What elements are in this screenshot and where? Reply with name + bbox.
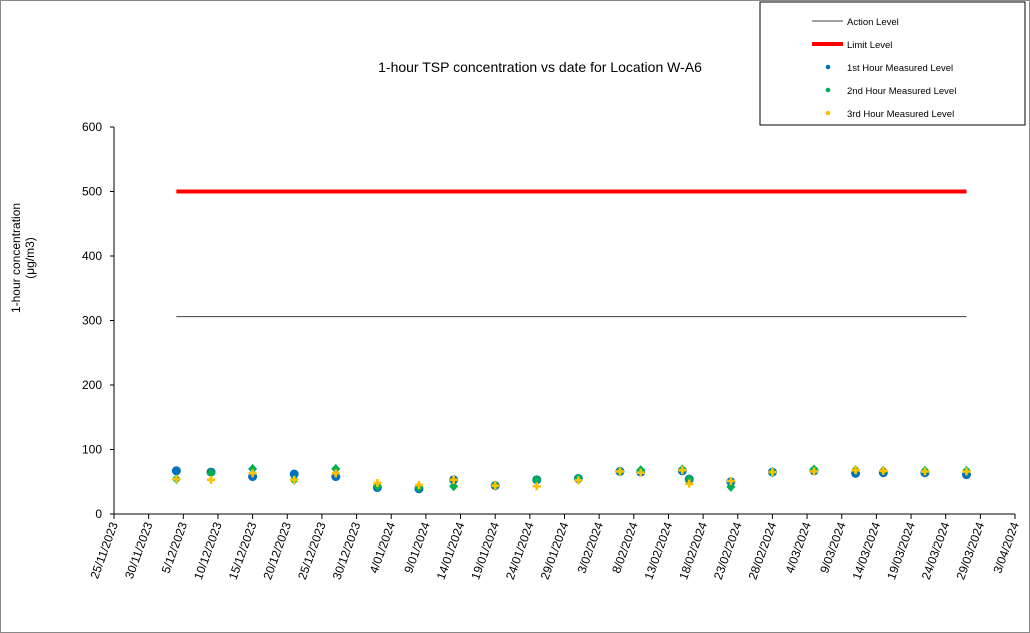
legend-label-0: Action Level [847, 17, 899, 28]
third-hour-point [920, 467, 929, 476]
third-hour-point [207, 475, 216, 484]
third-hour-point [879, 466, 888, 475]
x-tick-label: 25/11/2023 [87, 520, 121, 581]
y-tick-label: 600 [82, 120, 102, 134]
first-hour-point [171, 466, 181, 476]
third-hour-point [726, 477, 735, 486]
third-hour-point [768, 468, 777, 477]
x-tick-label: 10/12/2023 [191, 520, 225, 582]
third-hour-point [449, 475, 458, 484]
third-hour-point [574, 476, 583, 485]
x-tick-label: 4/01/2024 [367, 520, 399, 575]
x-tick-label: 18/02/2024 [676, 520, 710, 582]
second-hour-point [206, 467, 216, 478]
third-hour-point [636, 468, 645, 477]
second-hour-point [532, 474, 542, 485]
third-hour-point [962, 467, 971, 476]
third-hour-point [615, 467, 624, 476]
x-tick-label: 9/03/2024 [817, 520, 849, 575]
third-hour-point [248, 469, 257, 478]
x-tick-label: 15/12/2023 [226, 520, 260, 582]
third-hour-point [414, 480, 423, 489]
legend: Action Level Limit Level 1st Hour Measured… [759, 1, 1026, 126]
third-hour-point [851, 466, 860, 475]
x-tick-label: 29/01/2024 [538, 520, 572, 582]
third-hour-point [331, 469, 340, 478]
legend-label-2: 1st Hour Measured Level [847, 63, 953, 74]
x-tick-label: 30/11/2023 [122, 520, 156, 581]
legend-swatch-3 [825, 87, 831, 93]
y-tick-label: 500 [82, 185, 102, 199]
third-hour-point [532, 482, 541, 491]
third-hour-point [685, 479, 694, 488]
x-tick-label: 29/03/2024 [953, 520, 987, 582]
x-tick-label: 14/03/2024 [850, 520, 884, 582]
x-tick-label: 14/01/2024 [434, 520, 468, 582]
x-tick-label: 24/01/2024 [503, 520, 537, 582]
x-tick-label: 30/12/2023 [330, 520, 364, 582]
x-tick-label: 19/03/2024 [884, 520, 918, 582]
x-tick-label: 23/02/2024 [711, 520, 745, 582]
legend-swatch-4 [825, 110, 831, 116]
y-tick-label: 100 [82, 443, 102, 457]
x-tick-label: 9/01/2024 [401, 520, 433, 575]
third-hour-point [810, 467, 819, 476]
third-hour-point [373, 479, 382, 488]
third-hour-point [290, 475, 299, 484]
second-hour-point [248, 463, 258, 474]
second-hour-point [684, 474, 694, 485]
y-axis-label: 1-hour concentration [9, 203, 23, 313]
x-tick-label: 28/02/2024 [746, 520, 780, 582]
x-tick-label: 13/02/2024 [642, 520, 676, 582]
y-tick-label: 400 [82, 249, 102, 263]
x-tick-label: 8/02/2024 [609, 520, 641, 575]
second-hour-point [331, 463, 341, 474]
third-hour-point [678, 466, 687, 475]
x-tick-label: 3/04/2024 [990, 520, 1022, 575]
x-tick-label: 5/12/2023 [159, 520, 191, 575]
y-axis-label-unit: (μg/m3) [23, 237, 37, 279]
first-hour-point [289, 469, 299, 479]
y-tick-label: 200 [82, 378, 102, 392]
x-tick-label: 25/12/2023 [295, 520, 329, 582]
x-tick-label: 20/12/2023 [260, 520, 294, 582]
third-hour-point [172, 475, 181, 484]
chart-title: 1-hour TSP concentration vs date for Loc… [378, 59, 702, 75]
second-hour-point [726, 481, 736, 492]
legend-label-3: 2nd Hour Measured Level [847, 86, 956, 97]
y-tick-label: 300 [82, 314, 102, 328]
x-tick-label: 19/01/2024 [468, 520, 502, 582]
legend-label-4: 3rd Hour Measured Level [847, 109, 954, 120]
second-hour-point [449, 481, 459, 492]
legend-label-1: Limit Level [847, 40, 892, 51]
y-tick-label: 0 [95, 507, 102, 521]
x-tick-label: 4/03/2024 [782, 520, 814, 575]
x-tick-label: 24/03/2024 [919, 520, 953, 582]
third-hour-point [491, 481, 500, 490]
x-tick-label: 3/02/2024 [575, 520, 607, 575]
legend-swatch-2 [825, 64, 831, 70]
